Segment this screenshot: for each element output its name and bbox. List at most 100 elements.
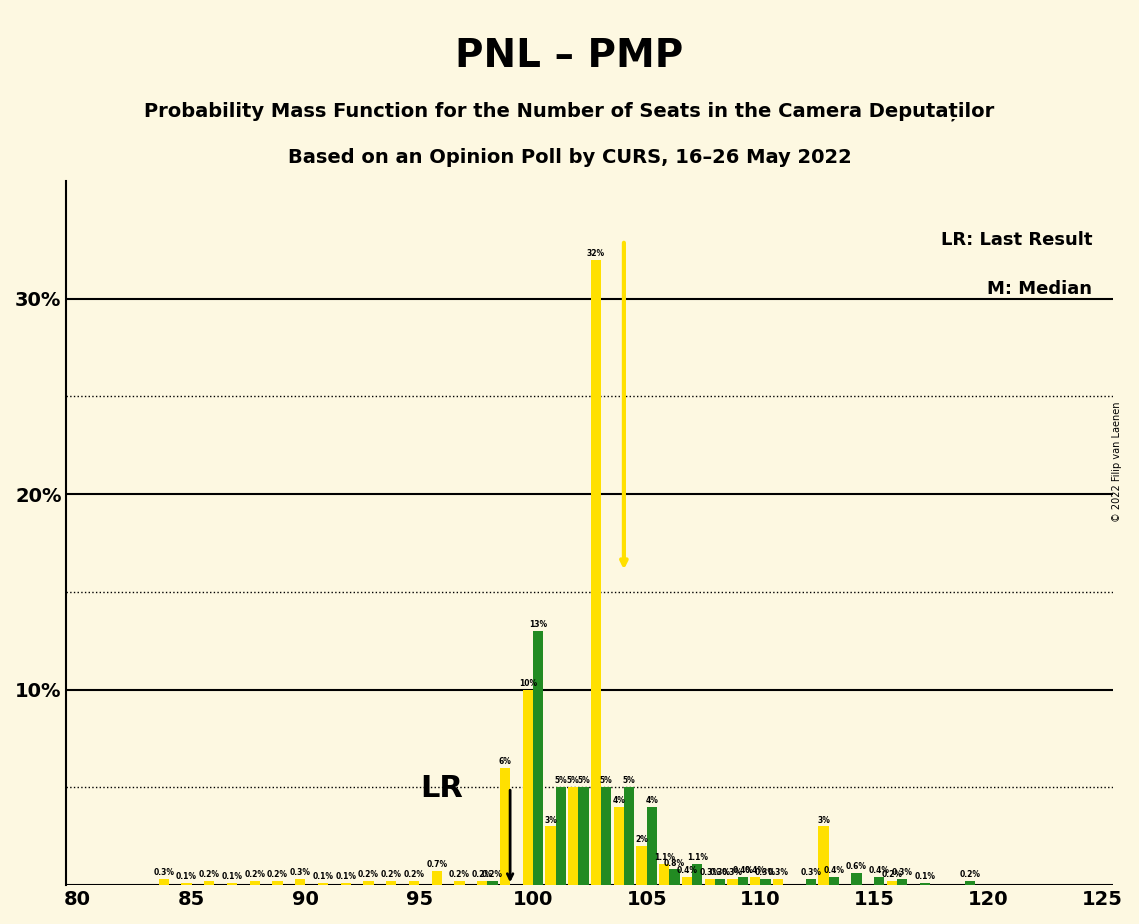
- Text: © 2022 Filip van Laenen: © 2022 Filip van Laenen: [1112, 402, 1122, 522]
- Text: 5%: 5%: [600, 776, 613, 785]
- Bar: [272, 881, 282, 885]
- Text: 0.2%: 0.2%: [449, 870, 470, 880]
- Text: 0.2%: 0.2%: [882, 870, 902, 880]
- Bar: [556, 787, 566, 885]
- Bar: [158, 880, 169, 885]
- Text: 0.3%: 0.3%: [699, 869, 720, 877]
- Text: 0.3%: 0.3%: [768, 869, 788, 877]
- Bar: [477, 881, 487, 885]
- Bar: [761, 880, 771, 885]
- Bar: [647, 807, 657, 885]
- Text: 0.4%: 0.4%: [869, 867, 890, 875]
- Text: 0.1%: 0.1%: [221, 872, 243, 881]
- Bar: [738, 877, 748, 885]
- Text: 0.2%: 0.2%: [403, 870, 425, 880]
- Bar: [249, 881, 260, 885]
- Bar: [728, 880, 738, 885]
- Text: 0.2%: 0.2%: [244, 870, 265, 880]
- Bar: [919, 883, 929, 885]
- Bar: [965, 881, 975, 885]
- Bar: [773, 880, 784, 885]
- Bar: [693, 864, 703, 885]
- Text: 0.3%: 0.3%: [153, 869, 174, 877]
- Bar: [318, 883, 328, 885]
- Bar: [579, 787, 589, 885]
- Bar: [751, 877, 761, 885]
- Bar: [487, 881, 498, 885]
- Text: 0.4%: 0.4%: [732, 867, 753, 875]
- Bar: [546, 826, 556, 885]
- Text: 0.6%: 0.6%: [846, 862, 867, 871]
- Text: M: Median: M: Median: [988, 280, 1092, 298]
- Text: 4%: 4%: [613, 796, 625, 805]
- Bar: [386, 881, 396, 885]
- Bar: [181, 883, 191, 885]
- Bar: [409, 881, 419, 885]
- Text: 0.2%: 0.2%: [960, 870, 981, 880]
- Bar: [295, 880, 305, 885]
- Bar: [533, 631, 543, 885]
- Text: 3%: 3%: [817, 816, 830, 824]
- Bar: [875, 877, 885, 885]
- Bar: [705, 880, 715, 885]
- Bar: [715, 880, 726, 885]
- Bar: [227, 883, 237, 885]
- Bar: [819, 826, 829, 885]
- Text: 10%: 10%: [518, 679, 536, 687]
- Bar: [637, 846, 647, 885]
- Bar: [341, 883, 351, 885]
- Text: 0.7%: 0.7%: [426, 860, 448, 869]
- Bar: [204, 881, 214, 885]
- Text: 0.3%: 0.3%: [722, 869, 743, 877]
- Text: 0.1%: 0.1%: [175, 872, 197, 881]
- Bar: [363, 881, 374, 885]
- Text: 0.3%: 0.3%: [892, 869, 912, 877]
- Text: 0.3%: 0.3%: [289, 869, 311, 877]
- Bar: [432, 871, 442, 885]
- Text: Probability Mass Function for the Number of Seats in the Camera Deputaților: Probability Mass Function for the Number…: [145, 102, 994, 121]
- Text: 0.3%: 0.3%: [801, 869, 821, 877]
- Text: 5%: 5%: [623, 776, 636, 785]
- Bar: [806, 880, 817, 885]
- Bar: [454, 881, 465, 885]
- Bar: [523, 689, 533, 885]
- Text: LR: LR: [420, 774, 464, 803]
- Text: 5%: 5%: [555, 776, 567, 785]
- Text: 1.1%: 1.1%: [687, 853, 707, 862]
- Bar: [898, 880, 907, 885]
- Text: Based on an Opinion Poll by CURS, 16–26 May 2022: Based on an Opinion Poll by CURS, 16–26 …: [288, 148, 851, 167]
- Text: 4%: 4%: [646, 796, 658, 805]
- Bar: [624, 787, 634, 885]
- Text: 0.3%: 0.3%: [710, 869, 730, 877]
- Text: 6%: 6%: [499, 757, 511, 766]
- Text: 5%: 5%: [577, 776, 590, 785]
- Text: 0.1%: 0.1%: [915, 872, 935, 881]
- Text: 13%: 13%: [528, 620, 547, 629]
- Text: 0.1%: 0.1%: [312, 872, 334, 881]
- Bar: [887, 881, 898, 885]
- Bar: [682, 877, 693, 885]
- Bar: [659, 864, 670, 885]
- Bar: [591, 260, 601, 885]
- Bar: [852, 873, 862, 885]
- Text: 0.4%: 0.4%: [677, 867, 697, 875]
- Text: 32%: 32%: [587, 249, 605, 258]
- Bar: [601, 787, 612, 885]
- Text: 3%: 3%: [544, 816, 557, 824]
- Text: 0.3%: 0.3%: [755, 869, 776, 877]
- Text: 5%: 5%: [567, 776, 580, 785]
- Text: 0.2%: 0.2%: [482, 870, 503, 880]
- Bar: [670, 869, 680, 885]
- Bar: [568, 787, 579, 885]
- Bar: [614, 807, 624, 885]
- Text: 0.2%: 0.2%: [267, 870, 288, 880]
- Bar: [829, 877, 839, 885]
- Text: 0.4%: 0.4%: [745, 867, 765, 875]
- Text: LR: Last Result: LR: Last Result: [941, 231, 1092, 249]
- Text: 0.2%: 0.2%: [472, 870, 493, 880]
- Text: PNL – PMP: PNL – PMP: [456, 37, 683, 75]
- Text: 0.2%: 0.2%: [380, 870, 402, 880]
- Bar: [500, 768, 510, 885]
- Text: 1.1%: 1.1%: [654, 853, 674, 862]
- Text: 0.4%: 0.4%: [823, 867, 844, 875]
